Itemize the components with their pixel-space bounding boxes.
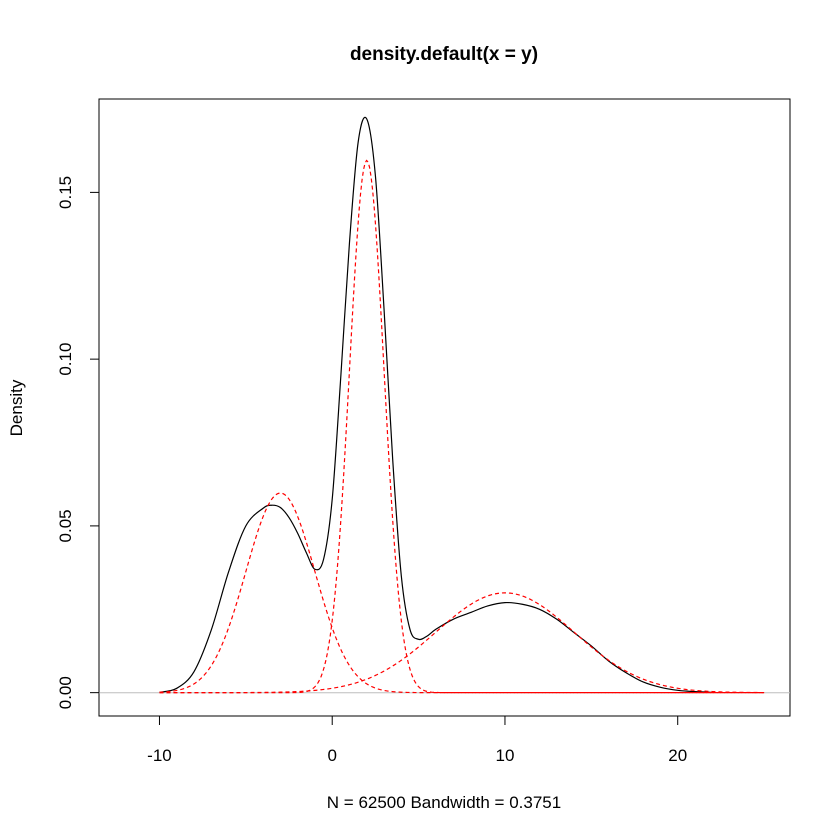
series-component-2 [159, 159, 765, 694]
chart-title: density.default(x = y) [350, 44, 538, 65]
y-axis-label: Density [7, 379, 26, 436]
x-axis-label: N = 62500 Bandwidth = 0.3751 [327, 793, 561, 812]
y-tick-label: 0.15 [56, 176, 75, 209]
series-component-3 [159, 592, 765, 694]
y-tick-label: 0.05 [56, 509, 75, 542]
y-tick-label: 0.10 [56, 343, 75, 376]
x-axis: -10 0 10 20 [147, 715, 687, 765]
x-tick-label: 10 [496, 746, 515, 765]
x-tick-label: 0 [327, 746, 336, 765]
x-tick-label: -10 [147, 746, 172, 765]
x-tick-label: 20 [668, 746, 687, 765]
y-tick-label: 0.00 [56, 676, 75, 709]
y-axis: 0.00 0.05 0.10 0.15 [56, 176, 100, 709]
series-layer [159, 116, 765, 694]
series-component-1 [159, 492, 765, 694]
series-density [159, 116, 713, 693]
